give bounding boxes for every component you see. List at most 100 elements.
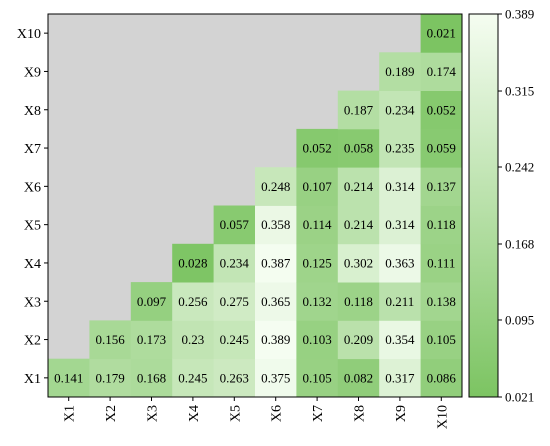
heatmap-cell — [296, 358, 339, 398]
heatmap-cell — [379, 167, 421, 206]
heatmap-cell-label: 0.234 — [220, 255, 250, 270]
heatmap-cell-label: 0.168 — [137, 370, 166, 385]
colorbar-tick-label: 0.242 — [505, 159, 534, 174]
heatmap-cell — [420, 14, 463, 53]
heatmap-cells — [48, 14, 463, 398]
heatmap-cell — [379, 90, 421, 130]
y-tick-label: X8 — [24, 104, 41, 119]
heatmap-cell — [296, 320, 339, 360]
heatmap-cell — [420, 90, 463, 130]
heatmap-cell — [296, 243, 339, 283]
heatmap-cell — [337, 320, 380, 360]
colorbar-ticks: 0.021 0.095 0.168 0.242 0.315 0.389 — [498, 7, 534, 405]
heatmap-cell-label: 0.387 — [261, 255, 291, 270]
heatmap-cell — [130, 282, 173, 321]
colorbar-gradient — [468, 13, 499, 398]
heatmap-cell — [48, 358, 90, 398]
heatmap-cell-label: 0.245 — [220, 332, 249, 347]
heatmap-cell — [379, 128, 421, 168]
heatmap-cell-label: 0.137 — [427, 179, 457, 194]
heatmap-cell — [255, 205, 297, 245]
heatmap-cell-label: 0.052 — [302, 141, 331, 156]
y-tick-label: X7 — [24, 142, 41, 157]
heatmap-cell-label: 0.214 — [344, 179, 374, 194]
heatmap-cell-label: 0.174 — [427, 64, 457, 79]
heatmap-cell-label: 0.156 — [95, 332, 125, 347]
plot-area: 0.141 0.179 0.156 0.168 0.173 0.097 0.245 0.23 0… — [47, 13, 463, 398]
heatmap-cell-label: 0.118 — [427, 217, 456, 232]
heatmap-cell-label: 0.248 — [261, 179, 290, 194]
heatmap-cell-label: 0.314 — [385, 179, 415, 194]
y-tick-label: X6 — [24, 180, 41, 195]
heatmap-cell-label: 0.052 — [427, 102, 456, 117]
heatmap-cell — [255, 320, 297, 360]
heatmap-cell-label: 0.23 — [182, 332, 205, 347]
heatmap-cell — [379, 320, 421, 360]
heatmap-cell — [420, 205, 463, 245]
heatmap-cell-label: 0.211 — [386, 294, 415, 309]
heatmap-cell-label: 0.263 — [220, 370, 249, 385]
heatmap-cell-label: 0.365 — [261, 294, 290, 309]
heatmap-cell-label: 0.107 — [302, 179, 332, 194]
heatmap-cell-label: 0.097 — [137, 294, 167, 309]
heatmap-cell-label: 0.234 — [385, 102, 415, 117]
x-tick-label: X2 — [104, 405, 119, 422]
heatmap-cell-label: 0.173 — [137, 332, 166, 347]
y-tick-label: X4 — [24, 257, 41, 272]
x-tick-label: X1 — [63, 405, 78, 422]
heatmap-cell — [420, 358, 463, 398]
heatmap-cell-label: 0.389 — [261, 332, 290, 347]
heatmap-cell — [296, 128, 339, 168]
heatmap-cell-label: 0.138 — [427, 294, 456, 309]
heatmap-cell-label: 0.058 — [344, 141, 373, 156]
heatmap-cell-label: 0.103 — [302, 332, 331, 347]
heatmap-cell-label: 0.235 — [385, 141, 414, 156]
y-tick-label: X1 — [24, 372, 41, 387]
heatmap-cell — [213, 243, 256, 283]
heatmap-cell — [420, 128, 463, 168]
heatmap-cell — [420, 282, 463, 321]
heatmap-cell — [130, 320, 173, 360]
heatmap-cell — [255, 243, 297, 283]
colorbar-tick-label: 0.389 — [505, 7, 534, 22]
heatmap-cell-label: 0.189 — [385, 64, 414, 79]
x-tick-label: X3 — [146, 405, 161, 422]
heatmap-cell-label: 0.141 — [54, 370, 83, 385]
heatmap-cell — [213, 205, 256, 245]
heatmap-cell-label: 0.105 — [427, 332, 456, 347]
heatmap-cell-label: 0.028 — [178, 255, 207, 270]
heatmap-cell — [255, 167, 297, 206]
heatmap-cell-label: 0.302 — [344, 255, 373, 270]
heatmap-cell-label: 0.375 — [261, 370, 290, 385]
heatmap-cell — [296, 282, 339, 321]
colorbar-tick-label: 0.168 — [505, 237, 534, 252]
heatmap-cell — [337, 358, 380, 398]
heatmap-cell — [296, 167, 339, 206]
y-tick-label: X3 — [24, 295, 41, 310]
y-tick-label: X9 — [24, 65, 41, 80]
heatmap-cell-label: 0.358 — [261, 217, 290, 232]
heatmap-cell-label: 0.114 — [303, 217, 332, 232]
heatmap-cell-labels: 0.141 0.179 0.156 0.168 0.173 0.097 0.245 0.23 0… — [54, 26, 456, 386]
heatmap-cell-label: 0.111 — [427, 255, 455, 270]
y-axis: X1 X2 X3 X4 X5 X6 X7 X8 X9 X10 — [17, 27, 48, 387]
x-tick-label: X10 — [435, 405, 450, 429]
heatmap-cell — [337, 167, 380, 206]
heatmap-cell-label: 0.187 — [344, 102, 374, 117]
y-tick-label: X2 — [24, 334, 41, 349]
heatmap-cell — [255, 282, 297, 321]
heatmap-cell-label: 0.245 — [178, 370, 207, 385]
heatmap-cell-label: 0.179 — [95, 370, 124, 385]
heatmap-cell-label: 0.105 — [302, 370, 331, 385]
heatmap-cell-label: 0.209 — [344, 332, 373, 347]
x-tick-label: X6 — [270, 405, 285, 422]
heatmap-cell — [420, 320, 463, 360]
colorbar-tick-label: 0.021 — [505, 390, 534, 405]
heatmap-cell — [379, 282, 421, 321]
heatmap-cell — [379, 205, 421, 245]
colorbar-tick-label: 0.315 — [505, 84, 534, 99]
x-axis: X1 X2 X3 X4 X5 X6 X7 X8 X9 X10 — [63, 397, 450, 429]
heatmap-cell — [379, 243, 421, 283]
y-tick-label: X10 — [17, 27, 41, 42]
heatmap-cell — [89, 358, 132, 398]
